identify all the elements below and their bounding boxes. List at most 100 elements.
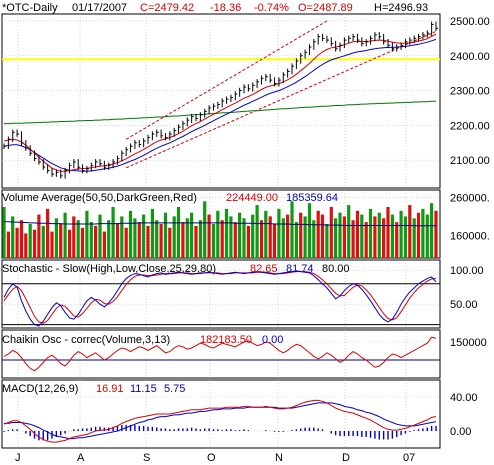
- volume-bar: [325, 224, 329, 258]
- chart-header: *OTC-Daily 01/17/2007 C=2479.42 -18.36 -…: [2, 2, 428, 14]
- x-tick-label: 07: [403, 452, 415, 464]
- price-panel: 2500.00 2400.00 2300.00 2200.00 2100.00: [2, 16, 490, 179]
- volume-bar: [303, 216, 307, 258]
- volume-bar: [421, 208, 425, 258]
- panel-frame: [1, 259, 441, 329]
- volume-bar: [11, 216, 15, 258]
- change-label: -18.36: [210, 2, 241, 14]
- volume-bar: [259, 220, 264, 258]
- volume-panel: 260000. 160000.: [2, 193, 490, 258]
- percent-label: -0.74%: [254, 2, 289, 14]
- x-tick-label: S: [143, 452, 150, 464]
- volume-bar: [41, 225, 45, 258]
- symbol-label: *OTC-Daily: [2, 2, 58, 14]
- volume-bar: [198, 220, 202, 258]
- volume-bar: [299, 212, 303, 258]
- volume-bar: [351, 220, 355, 258]
- macd-panel: 40.00 0.00: [2, 392, 478, 443]
- volume-bar: [107, 220, 111, 258]
- volume-bar: [80, 227, 85, 258]
- stochastic-d-line: [3, 271, 437, 324]
- volume-bar: [434, 210, 438, 258]
- close-label: C=2479.42: [140, 2, 194, 14]
- volume-bar: [386, 207, 390, 258]
- volume-tick-label: 260000.: [450, 193, 490, 205]
- volume-bar: [207, 214, 211, 258]
- chaikin-legend: Chaikin Osc - correc(Volume,3,13) 182183…: [2, 334, 283, 346]
- volume-bar: [15, 227, 19, 258]
- volume-bar: [233, 222, 237, 258]
- price-tick-label: 2200.00: [450, 120, 490, 132]
- macd-label: MACD(12,26,9): [2, 383, 78, 395]
- volume-bar: [290, 201, 294, 258]
- volume-bar: [294, 222, 298, 258]
- volume-bar: [54, 218, 58, 258]
- channel-lower-line: [125, 30, 437, 169]
- x-tick-label: A: [77, 452, 85, 464]
- volume-bar: [224, 208, 229, 258]
- volume-bar: [403, 216, 408, 258]
- chaikin-label: Chaikin Osc - correc(Volume,3,13): [2, 334, 170, 346]
- volume-bar: [355, 210, 360, 258]
- volume-bar: [72, 216, 76, 258]
- volume-bar: [390, 214, 394, 258]
- volume-bar: [368, 208, 373, 258]
- volume-bar: [133, 218, 137, 258]
- volume-bar: [416, 212, 421, 258]
- chaikin-line: [3, 336, 437, 372]
- stochastic-value-1: 82.65: [250, 263, 278, 275]
- volume-bar: [185, 218, 189, 258]
- x-tick-label: J: [15, 452, 21, 464]
- volume-bar: [146, 225, 150, 258]
- volume-bar: [329, 207, 333, 258]
- volume-bar: [102, 231, 106, 258]
- volume-bar: [399, 210, 403, 258]
- volume-bar: [307, 203, 312, 258]
- volume-bar: [32, 229, 37, 258]
- macd-tick-label: 40.00: [450, 392, 478, 404]
- volume-bar: [364, 222, 368, 258]
- volume-bar: [98, 214, 102, 258]
- volume-bar: [382, 218, 386, 258]
- volume-bar: [142, 214, 146, 258]
- volume-bar: [220, 220, 224, 258]
- volume-bar: [430, 203, 434, 258]
- volume-bar: [159, 224, 163, 258]
- macd-value-1: 16.91: [96, 383, 124, 395]
- volume-bar: [312, 220, 316, 258]
- stochastic-label: Stochastic - Slow(High,Low,Close,25,29,8…: [2, 263, 216, 275]
- macd-legend: MACD(12,26,9) 16.91 11.15 5.75: [2, 383, 185, 395]
- volume-bar: [264, 210, 268, 258]
- volume-bar: [59, 224, 63, 258]
- volume-bar: [395, 222, 399, 258]
- stochastic-tick-label: 50.00: [450, 299, 478, 311]
- volume-bar: [347, 205, 351, 258]
- volume-bar: [111, 207, 115, 258]
- volume-bar: [124, 227, 128, 258]
- volume-bar: [2, 207, 6, 258]
- macd-value-2: 11.15: [130, 383, 157, 395]
- volume-bar: [37, 214, 41, 258]
- date-label: 01/17/2007: [72, 2, 127, 14]
- volume-bar: [155, 220, 159, 258]
- volume-bar: [67, 229, 72, 258]
- volume-bar: [255, 205, 259, 258]
- volume-bar: [373, 216, 377, 258]
- stochastic-legend: Stochastic - Slow(High,Low,Close,25,29,8…: [2, 263, 350, 275]
- volume-legend: Volume Average(50,50,DarkGreen,Red) 2244…: [2, 192, 338, 204]
- volume-bar: [190, 212, 194, 258]
- open-label: O=2487.89: [298, 2, 353, 14]
- x-axis: J A S O N D 07: [15, 452, 415, 464]
- chaikin-value-2: 0.00: [262, 334, 283, 346]
- volume-bar: [120, 216, 124, 258]
- stochastic-tick-label: 100.00: [450, 265, 484, 277]
- volume-bar: [268, 216, 272, 258]
- stochastic-value-3: 80.00: [322, 263, 350, 275]
- long-moving-average-line: [4, 100, 436, 125]
- volume-bar: [6, 231, 10, 258]
- volume-bar: [150, 208, 154, 258]
- macd-value-3: 5.75: [164, 383, 185, 395]
- volume-bar: [203, 201, 207, 258]
- volume-bar: [408, 205, 412, 258]
- volume-bar: [281, 218, 285, 258]
